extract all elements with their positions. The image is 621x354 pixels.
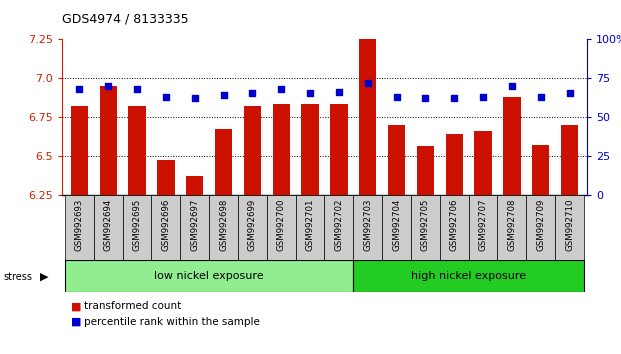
Point [75, 86, 84, 92]
Bar [411, 195, 440, 260]
Text: GSM992702: GSM992702 [334, 199, 343, 251]
Text: ▶: ▶ [40, 272, 49, 282]
Point [190, 95, 200, 101]
Bar [469, 195, 497, 260]
Bar [94, 195, 122, 260]
Bar [561, 125, 578, 195]
Bar [267, 195, 296, 260]
Text: GSM992696: GSM992696 [161, 199, 170, 251]
Bar [445, 134, 463, 195]
Point [219, 92, 229, 98]
Bar [186, 176, 203, 195]
Bar [296, 195, 324, 260]
Bar [324, 195, 353, 260]
Bar [503, 97, 520, 195]
Point [564, 91, 574, 96]
Bar [497, 195, 526, 260]
Bar [157, 160, 175, 195]
Bar [353, 260, 584, 292]
Point [161, 94, 171, 99]
Bar [129, 106, 146, 195]
Point [420, 95, 430, 101]
Bar [215, 129, 232, 195]
Text: GSM992708: GSM992708 [507, 199, 517, 251]
Text: low nickel exposure: low nickel exposure [155, 271, 264, 281]
Point [392, 94, 402, 99]
Point [132, 86, 142, 92]
Text: high nickel exposure: high nickel exposure [411, 271, 526, 281]
Point [334, 89, 344, 95]
Text: GSM992707: GSM992707 [479, 199, 487, 251]
Bar [359, 36, 376, 195]
Text: stress: stress [3, 272, 32, 282]
Bar [273, 104, 290, 195]
Text: GSM992699: GSM992699 [248, 199, 257, 251]
Text: GSM992694: GSM992694 [104, 199, 113, 251]
Bar [99, 86, 117, 195]
Bar [474, 131, 492, 195]
Bar [65, 260, 353, 292]
Bar [152, 195, 180, 260]
Bar [353, 195, 382, 260]
Text: ■: ■ [71, 301, 82, 311]
Point [363, 80, 373, 85]
Text: GSM992703: GSM992703 [363, 199, 372, 251]
Bar [532, 145, 550, 195]
Bar [71, 106, 88, 195]
Bar [330, 104, 348, 195]
Text: GSM992700: GSM992700 [277, 199, 286, 251]
Point [478, 94, 488, 99]
Text: GDS4974 / 8133335: GDS4974 / 8133335 [62, 12, 189, 25]
Text: GSM992697: GSM992697 [190, 199, 199, 251]
Point [449, 95, 459, 101]
Bar [388, 125, 405, 195]
Point [536, 94, 546, 99]
Text: GSM992710: GSM992710 [565, 199, 574, 251]
Bar [238, 195, 267, 260]
Point [507, 83, 517, 88]
Text: GSM992709: GSM992709 [536, 199, 545, 251]
Bar [65, 195, 94, 260]
Bar [209, 195, 238, 260]
Point [276, 86, 286, 92]
Text: GSM992705: GSM992705 [421, 199, 430, 251]
Bar [440, 195, 469, 260]
Point [103, 83, 113, 88]
Bar [243, 106, 261, 195]
Point [247, 91, 257, 96]
Bar [417, 147, 434, 195]
Bar [180, 195, 209, 260]
Text: GSM992701: GSM992701 [306, 199, 315, 251]
Text: percentile rank within the sample: percentile rank within the sample [84, 317, 260, 327]
Bar [122, 195, 152, 260]
Text: GSM992695: GSM992695 [132, 199, 142, 251]
Point [305, 91, 315, 96]
Bar [555, 195, 584, 260]
Text: GSM992698: GSM992698 [219, 199, 228, 251]
Text: GSM992704: GSM992704 [392, 199, 401, 251]
Bar [526, 195, 555, 260]
Text: ■: ■ [71, 317, 82, 327]
Text: GSM992693: GSM992693 [75, 199, 84, 251]
Text: transformed count: transformed count [84, 301, 181, 311]
Bar [382, 195, 411, 260]
Text: GSM992706: GSM992706 [450, 199, 459, 251]
Bar [301, 104, 319, 195]
